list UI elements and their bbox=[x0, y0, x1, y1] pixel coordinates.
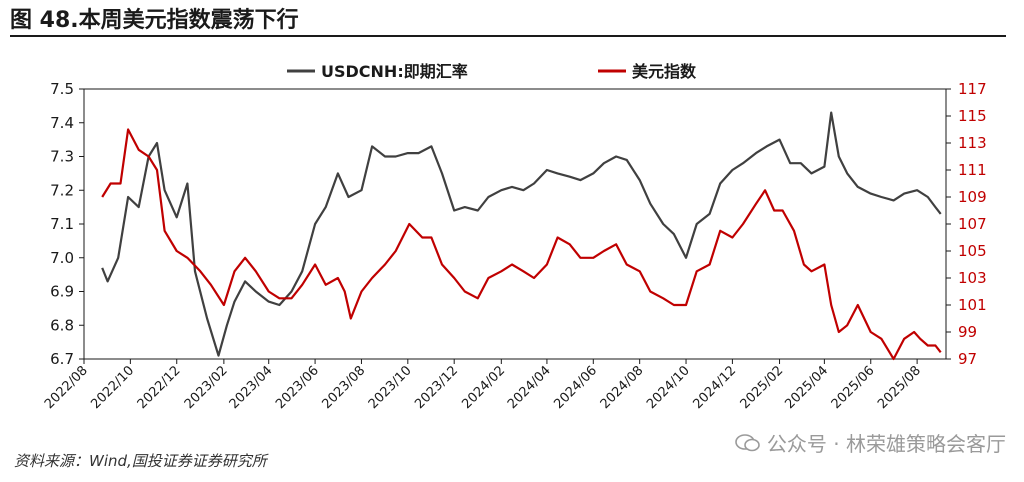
x-tick-label: 2025/02 bbox=[738, 363, 787, 412]
x-tick-label: 2024/02 bbox=[459, 363, 508, 412]
series-layer bbox=[101, 111, 942, 361]
x-tick-label: 2025/04 bbox=[782, 363, 831, 412]
right-tick-label: 113 bbox=[958, 134, 987, 152]
left-tick-label: 7.0 bbox=[50, 249, 74, 267]
right-tick-label: 117 bbox=[958, 80, 987, 98]
right-tick-label: 111 bbox=[958, 161, 987, 179]
right-tick-label: 101 bbox=[958, 296, 987, 314]
right-tick-label: 105 bbox=[958, 242, 987, 260]
x-tick-label: 2025/06 bbox=[829, 363, 878, 412]
left-tick-label: 7.1 bbox=[50, 215, 74, 233]
left-tick-label: 7.3 bbox=[50, 148, 74, 166]
right-tick-label: 109 bbox=[958, 188, 987, 206]
left-tick-label: 6.8 bbox=[50, 316, 74, 334]
x-axis: 2022/082022/102022/122023/022023/042023/… bbox=[42, 359, 924, 412]
x-tick-label: 2023/06 bbox=[273, 363, 322, 412]
right-tick-label: 97 bbox=[958, 350, 977, 368]
x-tick-label: 2023/04 bbox=[227, 363, 276, 412]
x-tick-label: 2023/02 bbox=[182, 363, 231, 412]
x-tick-label: 2024/12 bbox=[690, 363, 739, 412]
x-tick-label: 2025/08 bbox=[875, 363, 924, 412]
x-tick-label: 2022/10 bbox=[88, 363, 137, 412]
left-y-axis: 7.5 7.4 7.3 7.2 7.1 7.0 6.9 6.8 6.7 bbox=[50, 80, 947, 368]
left-tick-label: 7.5 bbox=[50, 80, 74, 98]
right-tick-label: 99 bbox=[958, 323, 977, 341]
x-tick-label: 2022/08 bbox=[42, 363, 91, 412]
x-tick-label: 2023/10 bbox=[366, 363, 415, 412]
line-chart: USDCNH:即期汇率 美元指数 7.5 7.4 7.3 7.2 7.1 7.0 6.9 6.8… bbox=[42, 62, 987, 412]
legend: USDCNH:即期汇率 美元指数 bbox=[287, 62, 697, 81]
legend-label-usdcnh: USDCNH:即期汇率 bbox=[321, 62, 468, 81]
right-y-axis: 117 115 113 111 109 107 105 103 101 99 97 bbox=[946, 80, 987, 368]
watermark-text: 公众号 · 林荣雄策略会客厅 bbox=[766, 432, 1006, 456]
figure-title: 图 48.本周美元指数震荡下行 bbox=[10, 8, 299, 33]
x-tick-label: 2024/06 bbox=[551, 363, 600, 412]
left-tick-label: 6.9 bbox=[50, 283, 74, 301]
series-dxy-line bbox=[101, 128, 942, 361]
right-tick-label: 107 bbox=[958, 215, 987, 233]
watermark: 公众号 · 林荣雄策略会客厅 bbox=[735, 428, 1006, 457]
source-note: 资料来源：Wind,国投证券证券研究所 bbox=[14, 452, 267, 470]
x-tick-label: 2023/08 bbox=[319, 363, 368, 412]
plot-frame bbox=[83, 88, 947, 360]
right-tick-label: 115 bbox=[958, 107, 987, 125]
x-tick-label: 2022/12 bbox=[135, 363, 184, 412]
wechat-icon bbox=[735, 433, 760, 451]
left-tick-label: 7.2 bbox=[50, 181, 74, 199]
series-usdcnh-line bbox=[101, 111, 942, 357]
x-tick-label: 2024/04 bbox=[505, 363, 554, 412]
left-tick-label: 6.7 bbox=[50, 350, 74, 368]
x-tick-label: 2023/12 bbox=[412, 363, 461, 412]
x-tick-label: 2024/10 bbox=[644, 363, 693, 412]
right-tick-label: 103 bbox=[958, 269, 987, 287]
legend-label-dxy: 美元指数 bbox=[632, 62, 697, 81]
left-tick-label: 7.4 bbox=[50, 114, 74, 132]
title-rule bbox=[10, 35, 1006, 37]
x-tick-label: 2024/08 bbox=[598, 363, 647, 412]
